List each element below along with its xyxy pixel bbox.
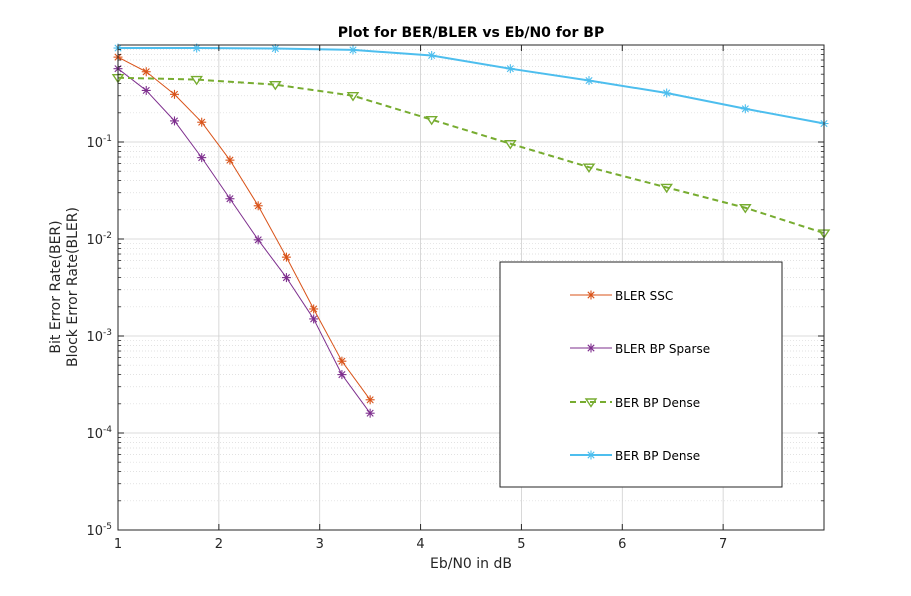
- data-point-bler-bp-sparse: [169, 116, 179, 126]
- data-point-bler-bp-sparse: [141, 85, 151, 95]
- legend-marker-bler-bp-sparse: [586, 343, 596, 353]
- y-tick-exponent: -4: [103, 425, 112, 435]
- x-tick-label: 5: [517, 537, 525, 552]
- x-tick-label: 4: [416, 537, 424, 552]
- data-point-bler-ssc: [309, 304, 319, 314]
- legend-label-bler-ssc: BLER SSC: [615, 289, 673, 303]
- legend-marker-ber-bp-dense-green: [584, 398, 598, 408]
- series-layer: [111, 43, 831, 418]
- x-tick-label: 2: [215, 537, 223, 552]
- y-tick-base: 10: [86, 330, 103, 345]
- legend-marker-ber-bp-dense-blue: [586, 450, 596, 460]
- data-point-ber-bp-dense-blue: [505, 64, 515, 74]
- data-point-ber-bp-dense-blue: [427, 50, 437, 60]
- legend-label-bler-bp-sparse: BLER BP Sparse: [615, 342, 710, 356]
- y-axis-label-line2: Block Error Rate(BLER): [65, 207, 81, 367]
- data-point-ber-bp-dense-blue: [584, 76, 594, 86]
- data-point-bler-ssc: [141, 67, 151, 77]
- data-point-ber-bp-dense-green: [346, 92, 360, 102]
- series-line-ber-bp-dense-green: [117, 76, 825, 235]
- data-point-ber-bp-dense-blue: [348, 45, 358, 55]
- data-point-bler-bp-sparse: [253, 235, 263, 245]
- legend-marker-bler-ssc: [586, 290, 596, 300]
- data-point-bler-bp-sparse: [309, 314, 319, 324]
- data-point-ber-bp-dense-green: [504, 140, 517, 150]
- chart-title: Plot for BER/BLER vs Eb/N0 for BP: [338, 25, 604, 41]
- data-point-bler-bp-sparse: [365, 408, 375, 418]
- series-ber-bp-dense-green: [111, 74, 831, 239]
- x-tick-label: 1: [114, 537, 122, 552]
- legend-box: [499, 261, 783, 488]
- x-tick-labels: 1 2 3 4 5 6 7: [114, 537, 727, 552]
- y-tick-label: 10-3: [86, 328, 112, 345]
- data-point-ber-bp-dense-green: [425, 115, 438, 126]
- data-point-ber-bp-dense-green: [269, 80, 282, 91]
- y-tick-exponent: -3: [103, 328, 112, 338]
- y-tick-base: 10: [86, 136, 103, 151]
- data-point-ber-bp-dense-green: [582, 163, 596, 173]
- y-tick-base: 10: [86, 427, 103, 442]
- data-point-ber-bp-dense-green: [660, 183, 673, 194]
- data-point-bler-ssc: [169, 89, 179, 99]
- series-line-bler-bp-sparse: [117, 68, 371, 414]
- x-axis-label: Eb/N0 in dB: [430, 556, 512, 572]
- y-tick-label: 10-2: [86, 231, 112, 248]
- series-bler-bp-sparse: [113, 64, 375, 418]
- data-point-bler-ssc: [253, 201, 263, 211]
- y-tick-exponent: -1: [103, 134, 112, 144]
- data-point-bler-ssc: [281, 252, 291, 262]
- data-point-bler-ssc: [197, 117, 207, 127]
- y-tick-label: 10-5: [86, 522, 112, 539]
- axes-box: [117, 44, 825, 531]
- y-tick-labels: 10-110-210-310-410-5: [86, 134, 112, 539]
- y-tick-exponent: -2: [103, 231, 112, 241]
- y-tick-label: 10-1: [86, 134, 112, 151]
- tick-marks: [117, 45, 824, 531]
- data-point-bler-bp-sparse: [337, 370, 347, 380]
- data-point-bler-bp-sparse: [197, 153, 207, 163]
- legend-label-ber-bp-dense-green: BER BP Dense: [615, 396, 700, 410]
- legend-label-ber-bp-dense-blue: BER BP Dense: [615, 449, 700, 463]
- series-line-ber-bp-dense-blue: [118, 47, 825, 125]
- legend: BLER SSC BLER BP Sparse BER BP Dense BER…: [499, 261, 783, 488]
- data-point-bler-ssc: [365, 395, 375, 405]
- x-tick-label: 6: [618, 537, 626, 552]
- data-point-ber-bp-dense-blue: [270, 44, 280, 54]
- data-point-bler-bp-sparse: [281, 273, 291, 283]
- series-line-bler-ssc: [117, 56, 371, 401]
- legend-samples: [570, 290, 612, 460]
- y-tick-exponent: -5: [103, 522, 112, 532]
- data-point-ber-bp-dense-blue: [662, 88, 672, 98]
- data-point-bler-bp-sparse: [225, 194, 235, 204]
- data-point-bler-ssc: [225, 155, 235, 165]
- data-point-bler-ssc: [337, 356, 347, 366]
- y-tick-label: 10-4: [86, 425, 112, 442]
- x-tick-label: 7: [719, 537, 727, 552]
- y-axis-label-line1: Bit Error Rate(BER): [48, 220, 64, 353]
- x-tick-label: 3: [316, 537, 324, 552]
- data-point-ber-bp-dense-blue: [740, 104, 750, 114]
- y-tick-base: 10: [86, 233, 103, 248]
- data-point-ber-bp-dense-green: [190, 75, 203, 86]
- y-tick-base: 10: [86, 524, 103, 539]
- data-point-ber-bp-dense-green: [739, 204, 752, 214]
